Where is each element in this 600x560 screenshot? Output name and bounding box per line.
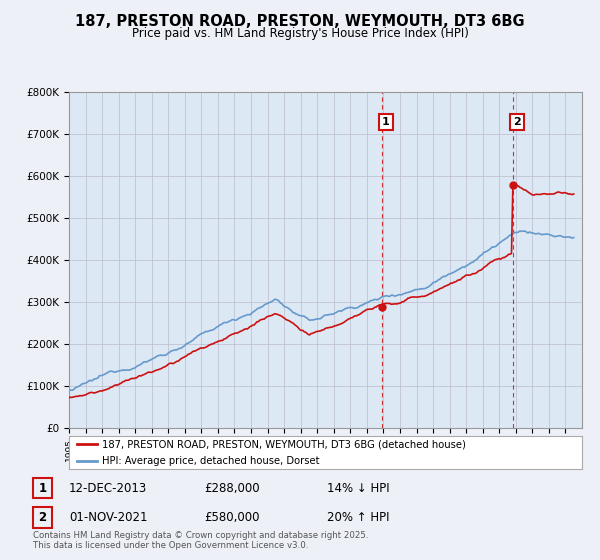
Text: £288,000: £288,000 — [204, 482, 260, 495]
Text: £580,000: £580,000 — [204, 511, 260, 524]
Text: 01-NOV-2021: 01-NOV-2021 — [69, 511, 148, 524]
Text: 12-DEC-2013: 12-DEC-2013 — [69, 482, 147, 495]
Text: Contains HM Land Registry data © Crown copyright and database right 2025.
This d: Contains HM Land Registry data © Crown c… — [33, 530, 368, 550]
Text: 20% ↑ HPI: 20% ↑ HPI — [327, 511, 389, 524]
Text: HPI: Average price, detached house, Dorset: HPI: Average price, detached house, Dors… — [103, 456, 320, 465]
Text: 187, PRESTON ROAD, PRESTON, WEYMOUTH, DT3 6BG: 187, PRESTON ROAD, PRESTON, WEYMOUTH, DT… — [75, 14, 525, 29]
Text: 1: 1 — [382, 117, 390, 127]
Text: Price paid vs. HM Land Registry's House Price Index (HPI): Price paid vs. HM Land Registry's House … — [131, 27, 469, 40]
Text: 187, PRESTON ROAD, PRESTON, WEYMOUTH, DT3 6BG (detached house): 187, PRESTON ROAD, PRESTON, WEYMOUTH, DT… — [103, 440, 466, 449]
Text: 2: 2 — [513, 117, 521, 127]
Text: 2: 2 — [38, 511, 47, 524]
Text: 1: 1 — [38, 482, 47, 495]
Text: 14% ↓ HPI: 14% ↓ HPI — [327, 482, 389, 495]
